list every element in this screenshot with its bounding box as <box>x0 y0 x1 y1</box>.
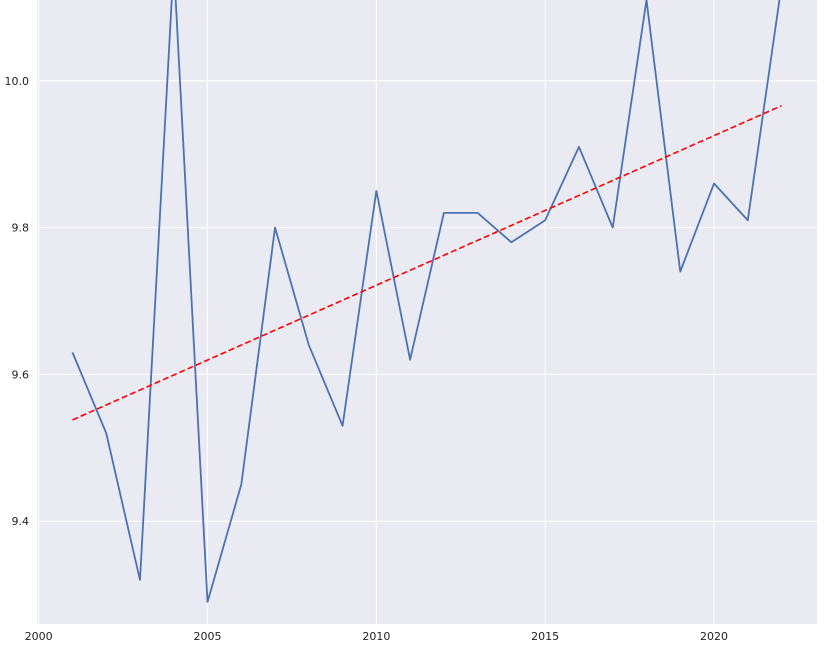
trend-line <box>72 104 782 421</box>
data-series-line <box>71 0 781 603</box>
x-tick-label: 2005 <box>194 630 222 643</box>
y-tick-label: 9.4 <box>12 515 30 528</box>
x-tick-label: 2020 <box>700 630 728 643</box>
x-tick-label: 2015 <box>531 630 559 643</box>
y-axis-ticks: 9.4 9.6 9.8 10.0 <box>5 75 30 528</box>
y-tick-label: 9.6 <box>12 368 30 381</box>
y-tick-label: 9.8 <box>12 222 30 235</box>
x-tick-label: 2000 <box>25 630 53 643</box>
series-layer <box>71 0 782 603</box>
x-tick-label: 2010 <box>362 630 390 643</box>
y-tick-label: 10.0 <box>5 75 30 88</box>
x-axis-ticks: 2000 2005 2010 2015 2020 <box>25 630 728 643</box>
plot-area <box>37 0 817 624</box>
